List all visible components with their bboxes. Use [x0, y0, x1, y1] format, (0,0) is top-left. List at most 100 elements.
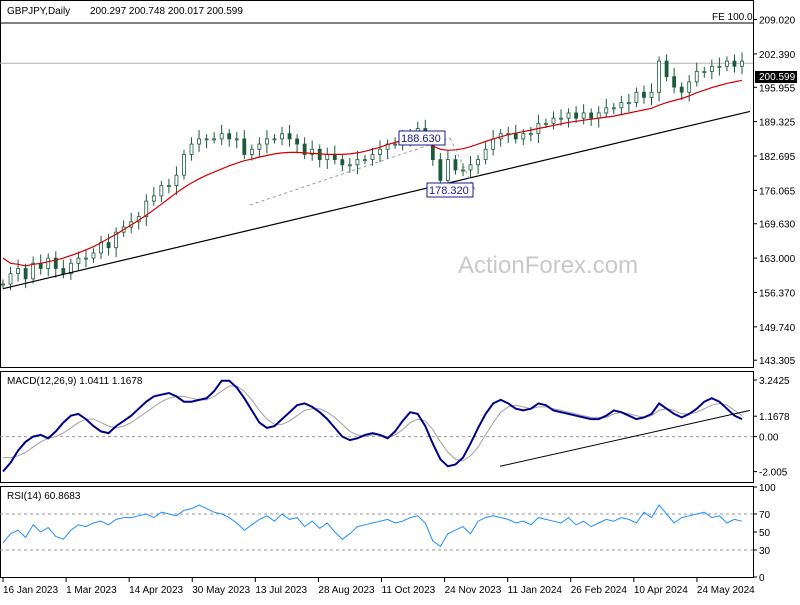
price-candles [1, 52, 744, 291]
candle-body [151, 195, 156, 202]
candle-body [174, 174, 179, 186]
last-price-label: 200.599 [759, 72, 796, 83]
candle-body [1, 283, 5, 286]
macd-trendline [499, 409, 751, 467]
price-tick-label: 156.370 [759, 288, 796, 299]
candle-body [53, 257, 58, 269]
candle-body [91, 252, 96, 259]
candle-body [227, 133, 232, 140]
candle-body [679, 86, 684, 93]
watermark: ActionForex.com [458, 252, 638, 279]
date-tick-label: 26 Feb 2024 [571, 585, 628, 596]
candle-body [347, 164, 352, 167]
candle-body [84, 257, 88, 260]
date-tick-label: 1 Mar 2023 [66, 585, 117, 596]
price-tick-label: 163.000 [759, 254, 796, 265]
candle-body [528, 133, 533, 136]
candle-body [234, 138, 239, 141]
candle-body [287, 133, 292, 140]
candle-body [491, 138, 496, 150]
candle-body [717, 65, 722, 68]
candle-body [725, 60, 729, 67]
candle-body [687, 81, 692, 93]
candle-body [619, 102, 624, 109]
candle-body [46, 257, 51, 269]
candle-body [393, 143, 398, 146]
date-tick-label: 11 Oct 2023 [382, 585, 436, 596]
candle-body [38, 262, 43, 269]
price-tick-label: 149.740 [759, 323, 796, 334]
projection-dashed-line [249, 137, 451, 206]
candle-body [61, 268, 66, 275]
candle-body [31, 262, 36, 280]
rsi-pane-border [0, 486, 754, 578]
macd-axis: 3.2425 1.1678 0.00 -2.005 [753, 376, 790, 479]
macd-tick-label: -2.005 [759, 468, 788, 479]
price-tick-label: 182.695 [759, 152, 796, 163]
candle-body [302, 143, 307, 155]
candle-body [295, 138, 299, 145]
price-axis: 209.020 202.390 195.955 189.325 182.695 176.0… [753, 16, 796, 367]
date-tick-label: 16 Jan 2023 [3, 585, 58, 596]
candle-body [740, 60, 744, 67]
macd-pane-border [0, 371, 754, 483]
candle-body [23, 268, 28, 280]
annotation-low-text: 178.320 [429, 185, 469, 197]
candle-body [332, 154, 337, 161]
candle-body [166, 185, 171, 187]
macd-main-line [2, 379, 743, 473]
candle-body [114, 231, 119, 249]
rsi-line [2, 504, 743, 548]
annotation-high-box [398, 130, 446, 146]
price-pane-border [0, 0, 754, 368]
candle-body [589, 112, 594, 119]
candle-body [204, 138, 209, 141]
moving-average-line [2, 79, 743, 267]
macd-label: MACD(12,26,9) 1.0411 1.1678 [7, 376, 143, 387]
candle-body [544, 122, 548, 125]
candle-body [68, 262, 73, 275]
projection-dashed-line-2 [449, 137, 476, 191]
candle-body [453, 159, 458, 171]
candle-body [182, 154, 186, 176]
candle-body [76, 257, 81, 264]
annotation-low: 178.320 [426, 182, 474, 198]
fe-label: FE 100.0 [712, 12, 753, 23]
price-pane: GBPJPY,Daily 200.297 200.748 200.017 200… [0, 0, 797, 368]
last-price-box [755, 71, 797, 83]
chart-title: GBPJPY,Daily [7, 6, 70, 17]
date-tick-label: 24 Nov 2023 [445, 585, 502, 596]
price-tick-label: 143.305 [759, 356, 796, 367]
annotation-high: 188.630 [398, 130, 446, 146]
candle-body [8, 273, 13, 285]
macd-tick-label: 0.00 [759, 433, 779, 444]
candle-body [106, 242, 111, 249]
candle-body [581, 112, 586, 119]
candle-body [574, 112, 579, 119]
candle-body [559, 117, 563, 120]
rsi-tick-label: 100 [759, 483, 776, 494]
price-tick-label: 189.325 [759, 118, 796, 129]
candle-body [340, 159, 345, 166]
candle-body [626, 102, 631, 104]
candle-body [664, 60, 669, 78]
rsi-tick-label: 50 [759, 528, 771, 539]
ohlc-readout: 200.297 200.748 200.017 200.599 [90, 6, 243, 17]
price-tick-label: 209.020 [759, 16, 796, 27]
macd-tick-label: 1.1678 [759, 412, 790, 423]
date-tick-label: 24 May 2024 [697, 585, 755, 596]
candle-body [144, 200, 149, 218]
candle-body [189, 143, 194, 155]
annotation-low-box [426, 182, 474, 198]
candle-body [732, 60, 737, 67]
price-trendline [2, 110, 751, 290]
candle-body [461, 169, 465, 172]
candle-body [310, 148, 315, 155]
candle-body [642, 91, 646, 98]
candle-body [242, 138, 247, 155]
date-tick-label: 30 May 2023 [192, 585, 250, 596]
date-tick-label: 10 Apr 2024 [634, 585, 688, 596]
date-tick-label: 28 Aug 2023 [318, 585, 375, 596]
rsi-axis: 100 70 50 30 0 [753, 483, 776, 584]
